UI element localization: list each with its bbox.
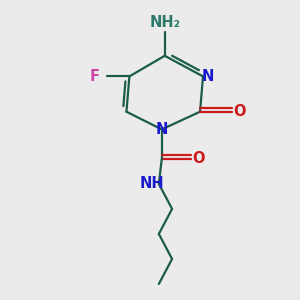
Text: NH: NH <box>140 176 165 191</box>
Text: F: F <box>90 69 100 84</box>
Text: N: N <box>156 122 168 137</box>
Text: O: O <box>192 151 205 166</box>
Text: NH₂: NH₂ <box>149 15 180 30</box>
Text: N: N <box>202 69 214 84</box>
Text: O: O <box>234 104 246 119</box>
